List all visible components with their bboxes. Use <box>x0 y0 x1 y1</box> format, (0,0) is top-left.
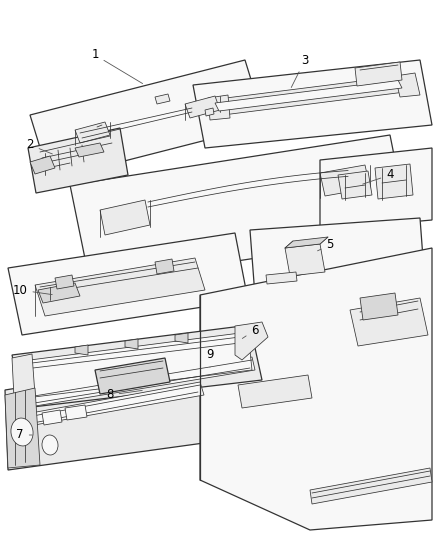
Polygon shape <box>310 468 432 504</box>
Text: 7: 7 <box>16 429 32 441</box>
Text: 1: 1 <box>91 49 143 84</box>
Text: 3: 3 <box>291 53 309 87</box>
Polygon shape <box>210 76 405 116</box>
Polygon shape <box>395 73 420 97</box>
Text: 8: 8 <box>106 389 142 401</box>
Polygon shape <box>5 350 262 470</box>
Polygon shape <box>320 148 432 230</box>
Polygon shape <box>155 94 170 104</box>
Polygon shape <box>360 293 398 320</box>
Text: 9: 9 <box>206 349 214 367</box>
Polygon shape <box>35 258 205 316</box>
Polygon shape <box>95 358 170 394</box>
Polygon shape <box>65 405 87 420</box>
Polygon shape <box>75 345 88 355</box>
Polygon shape <box>30 156 55 174</box>
Text: 4: 4 <box>363 168 394 184</box>
Polygon shape <box>8 233 248 335</box>
Polygon shape <box>28 128 128 193</box>
Polygon shape <box>235 322 268 360</box>
Polygon shape <box>155 259 174 274</box>
Ellipse shape <box>11 418 33 446</box>
Polygon shape <box>30 332 252 397</box>
Polygon shape <box>375 164 413 199</box>
Polygon shape <box>100 200 150 235</box>
Polygon shape <box>75 143 104 157</box>
Text: 5: 5 <box>318 238 334 252</box>
Polygon shape <box>75 122 110 143</box>
Polygon shape <box>205 108 214 116</box>
Polygon shape <box>5 388 40 468</box>
Polygon shape <box>215 80 402 111</box>
Polygon shape <box>125 339 138 349</box>
Polygon shape <box>38 283 80 303</box>
Polygon shape <box>208 95 230 120</box>
Polygon shape <box>266 272 297 284</box>
Polygon shape <box>200 248 432 530</box>
Polygon shape <box>20 357 255 408</box>
Ellipse shape <box>42 435 58 455</box>
Polygon shape <box>175 333 188 343</box>
Polygon shape <box>355 62 402 86</box>
Polygon shape <box>12 325 262 408</box>
Polygon shape <box>55 275 74 289</box>
Polygon shape <box>12 354 35 398</box>
Polygon shape <box>350 298 428 346</box>
Polygon shape <box>320 165 370 196</box>
Polygon shape <box>285 237 328 248</box>
Text: 2: 2 <box>26 139 53 154</box>
Polygon shape <box>285 244 325 276</box>
Polygon shape <box>185 96 220 118</box>
Polygon shape <box>42 410 62 425</box>
Polygon shape <box>338 171 372 199</box>
Text: 10: 10 <box>13 284 52 296</box>
Polygon shape <box>30 60 265 180</box>
Text: 6: 6 <box>242 324 259 338</box>
Polygon shape <box>70 135 410 283</box>
Polygon shape <box>238 375 312 408</box>
Polygon shape <box>193 60 432 148</box>
Polygon shape <box>20 382 204 427</box>
Polygon shape <box>250 218 425 296</box>
